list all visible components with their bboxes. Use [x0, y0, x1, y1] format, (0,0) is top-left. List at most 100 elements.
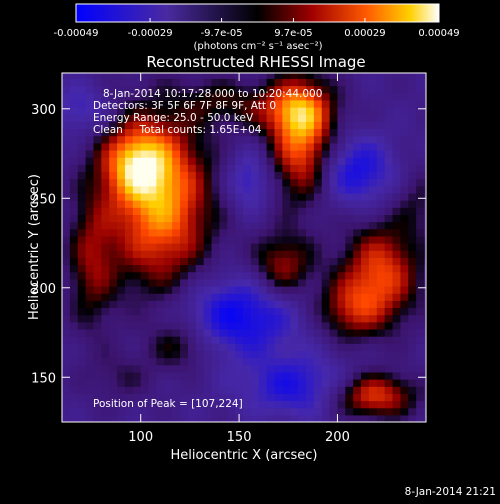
heatmap-cell: [298, 149, 307, 158]
heatmap-cell: [337, 157, 346, 165]
heatmap-cell: [132, 221, 142, 230]
heatmap-cell: [258, 357, 268, 366]
heatmap-cell: [180, 142, 189, 151]
heatmap-cell: [321, 264, 331, 273]
heatmap-cell: [298, 314, 307, 323]
heatmap-cell: [424, 107, 426, 115]
heatmap-cell: [203, 285, 213, 294]
heatmap-cell: [290, 73, 299, 79]
heatmap-cell: [109, 99, 118, 108]
heatmap-cell: [266, 157, 276, 165]
heatmap-cell: [290, 114, 299, 122]
heatmap-cell: [156, 371, 165, 380]
heatmap-cell: [250, 73, 260, 79]
heatmap-cell: [424, 321, 426, 330]
heatmap-cell: [187, 321, 197, 330]
heatmap-cell: [321, 364, 331, 373]
heatmap-cell: [195, 214, 205, 223]
heatmap-cell: [416, 386, 425, 394]
heatmap-cell: [109, 200, 118, 208]
heatmap-cell: [62, 307, 71, 316]
heatmap-cell: [337, 386, 346, 394]
heatmap-cell: [219, 400, 228, 409]
heatmap-cell: [305, 350, 315, 359]
heatmap-cell: [258, 328, 268, 337]
heatmap-cell: [235, 364, 244, 373]
heatmap-cell: [361, 285, 370, 294]
heatmap-cell: [258, 364, 268, 373]
heatmap-cell: [337, 92, 346, 101]
heatmap-cell: [424, 257, 426, 266]
heatmap-cell: [62, 257, 71, 266]
heatmap-cell: [305, 271, 315, 280]
heatmap-cell: [180, 157, 189, 165]
heatmap-cell: [69, 185, 79, 194]
heatmap-cell: [274, 293, 283, 301]
heatmap-cell: [305, 371, 315, 380]
heatmap-cell: [62, 228, 71, 237]
heatmap-cell: [392, 157, 402, 165]
heatmap-cell: [376, 357, 386, 366]
heatmap-cell: [243, 307, 252, 316]
heatmap-cell: [101, 92, 110, 101]
heatmap-cell: [282, 171, 291, 180]
heatmap-cell: [203, 300, 213, 309]
heatmap-cell: [337, 149, 346, 158]
heatmap-cell: [282, 214, 291, 223]
heatmap-cell: [290, 243, 299, 251]
heatmap-cell: [416, 78, 425, 87]
heatmap-cell: [132, 235, 142, 244]
heatmap-cell: [321, 142, 331, 151]
heatmap-cell: [235, 192, 244, 201]
heatmap-cell: [368, 414, 378, 422]
heatmap-cell: [329, 386, 339, 394]
heatmap-cell: [408, 178, 417, 187]
heatmap-cell: [69, 336, 79, 344]
heatmap-cell: [62, 328, 71, 337]
heatmap-cell: [250, 128, 260, 137]
heatmap-cell: [313, 307, 323, 316]
heatmap-cell: [211, 128, 221, 137]
heatmap-cell: [180, 221, 189, 230]
heatmap-cell: [117, 364, 126, 373]
heatmap-cell: [282, 278, 291, 287]
heatmap-cell: [361, 214, 370, 223]
heatmap-cell: [329, 142, 339, 151]
heatmap-cell: [337, 293, 346, 301]
heatmap-cell: [132, 121, 142, 130]
heatmap-cell: [140, 393, 150, 402]
heatmap-cell: [243, 386, 252, 394]
heatmap-cell: [219, 264, 228, 273]
heatmap-cell: [187, 285, 197, 294]
heatmap-cell: [368, 85, 378, 94]
heatmap-cell: [132, 171, 142, 180]
heatmap-cell: [164, 393, 173, 402]
heatmap-cell: [392, 243, 402, 251]
heatmap-cell: [235, 271, 244, 280]
heatmap-cell: [69, 128, 79, 137]
heatmap-cell: [62, 221, 71, 230]
heatmap-cell: [219, 164, 228, 173]
heatmap-cell: [203, 414, 213, 422]
heatmap-cell: [266, 171, 276, 180]
heatmap-cell: [211, 164, 221, 173]
heatmap-cell: [274, 300, 283, 309]
heatmap-cell: [164, 328, 173, 337]
heatmap-cell: [258, 407, 268, 416]
heatmap-cell: [313, 336, 323, 344]
heatmap-cell: [329, 78, 339, 87]
heatmap-cell: [187, 235, 197, 244]
heatmap-cell: [353, 314, 362, 323]
heatmap-cell: [313, 257, 323, 266]
heatmap-cell: [69, 221, 79, 230]
heatmap-cell: [77, 357, 87, 366]
heatmap-cell: [124, 235, 134, 244]
heatmap-cell: [345, 128, 354, 137]
heatmap-cell: [376, 264, 386, 273]
heatmap-cell: [337, 235, 346, 244]
heatmap-cell: [258, 78, 268, 87]
heatmap-cell: [400, 379, 409, 387]
heatmap-cell: [290, 221, 299, 230]
heatmap-cell: [211, 350, 221, 359]
heatmap-cell: [258, 343, 268, 352]
